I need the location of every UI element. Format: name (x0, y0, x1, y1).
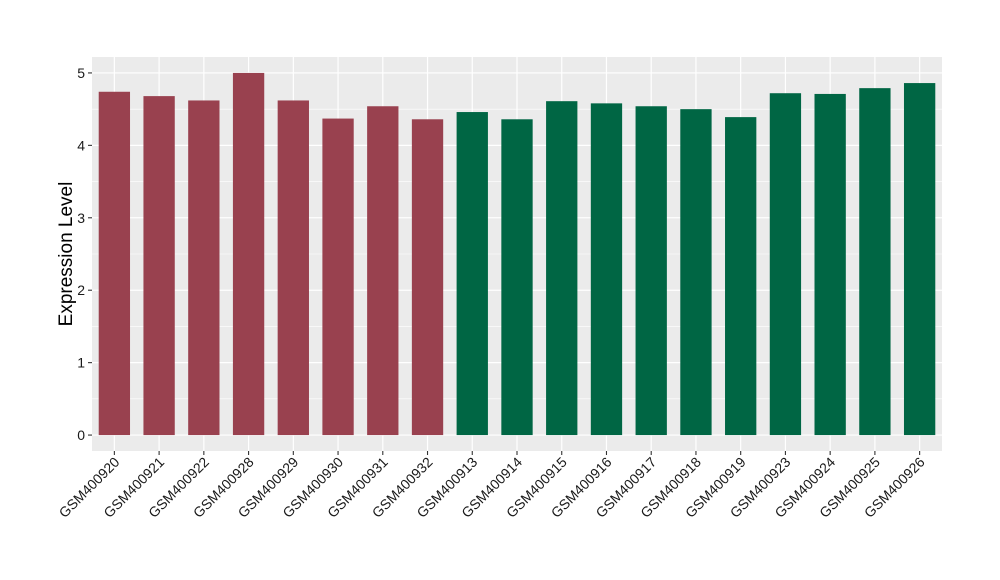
bar-GSM400914 (501, 119, 533, 436)
bar-GSM400923 (769, 93, 802, 436)
bar-GSM400924 (814, 93, 846, 436)
bar-GSM400932 (411, 119, 444, 436)
y-tick-label: 5 (77, 65, 85, 81)
bar-GSM400915 (546, 101, 578, 436)
x-axis: GSM400920GSM400921GSM400922GSM400928GSM4… (56, 451, 928, 521)
bar-GSM400918 (680, 109, 712, 436)
y-axis-title: Expression Level (56, 182, 77, 327)
bar-GSM400916 (590, 103, 623, 436)
bar-GSM400922 (188, 100, 220, 436)
bar-GSM400931 (367, 106, 399, 436)
bar-GSM400928 (232, 72, 265, 436)
bar-GSM400920 (98, 91, 131, 436)
y-tick-label: 2 (77, 282, 85, 298)
bar-GSM400929 (277, 100, 309, 436)
y-tick-label: 0 (77, 427, 85, 443)
y-tick-label: 3 (77, 210, 85, 226)
bar-GSM400926 (903, 83, 936, 436)
y-tick-label: 4 (77, 137, 85, 153)
bar-GSM400925 (859, 88, 891, 436)
bar-GSM400913 (456, 112, 488, 436)
bar-GSM400917 (635, 106, 667, 436)
bar-GSM400930 (322, 118, 354, 436)
bar-GSM400921 (143, 96, 175, 436)
y-axis: 0 1 2 3 4 5 (77, 65, 92, 443)
bars-group (98, 72, 936, 436)
bar-GSM400919 (725, 117, 757, 436)
y-tick-label: 1 (77, 355, 85, 371)
